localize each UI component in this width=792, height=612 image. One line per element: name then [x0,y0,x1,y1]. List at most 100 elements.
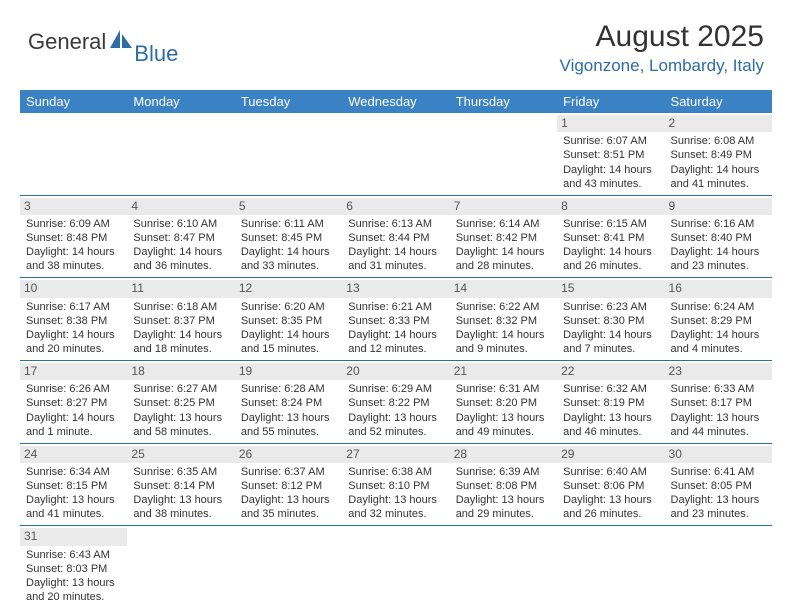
day-number: 16 [665,280,772,297]
day-header: Monday [127,90,234,113]
day-number: 4 [127,198,234,215]
sunset-text: Sunset: 8:15 PM [26,479,121,493]
calendar-cell: 26Sunrise: 6:37 AMSunset: 8:12 PMDayligh… [235,443,342,526]
sunset-text: Sunset: 8:51 PM [563,148,658,162]
calendar-cell: 3Sunrise: 6:09 AMSunset: 8:48 PMDaylight… [20,195,127,278]
sunset-text: Sunset: 8:45 PM [241,231,336,245]
sunset-text: Sunset: 8:38 PM [26,314,121,328]
day-number: 26 [235,446,342,463]
daylight-text: Daylight: 13 hours and 20 minutes. [26,576,121,604]
day-number: 6 [342,198,449,215]
sunrise-text: Sunrise: 6:18 AM [133,300,228,314]
daylight-text: Daylight: 13 hours and 35 minutes. [241,493,336,521]
calendar-cell: 4Sunrise: 6:10 AMSunset: 8:47 PMDaylight… [127,195,234,278]
calendar-cell: 23Sunrise: 6:33 AMSunset: 8:17 PMDayligh… [665,361,772,444]
sunset-text: Sunset: 8:14 PM [133,479,228,493]
calendar-cell [342,526,449,608]
daylight-text: Daylight: 13 hours and 52 minutes. [348,411,443,439]
page-title: August 2025 [560,20,764,54]
sunrise-text: Sunrise: 6:16 AM [671,217,766,231]
day-number: 17 [20,363,127,380]
sunset-text: Sunset: 8:12 PM [241,479,336,493]
day-number: 11 [127,280,234,297]
title-block: August 2025 Vigonzone, Lombardy, Italy [560,20,764,76]
sunrise-text: Sunrise: 6:23 AM [563,300,658,314]
sunset-text: Sunset: 8:44 PM [348,231,443,245]
day-number: 3 [20,198,127,215]
day-number: 20 [342,363,449,380]
sunset-text: Sunset: 8:03 PM [26,562,121,576]
daylight-text: Daylight: 14 hours and 36 minutes. [133,245,228,273]
day-number: 5 [235,198,342,215]
sunrise-text: Sunrise: 6:14 AM [456,217,551,231]
calendar-cell: 17 Sunrise: 6:26 AMSunset: 8:27 PMDayligh… [20,361,127,444]
day-number: 19 [235,363,342,380]
day-number: 23 [665,363,772,380]
sunset-text: Sunset: 8:47 PM [133,231,228,245]
day-number: 25 [127,446,234,463]
day-header: Wednesday [342,90,449,113]
day-number: 7 [450,198,557,215]
calendar-cell: 28Sunrise: 6:39 AMSunset: 8:08 PMDayligh… [450,443,557,526]
header: General Blue August 2025 Vigonzone, Lomb… [0,0,792,84]
sunrise-text: Sunrise: 6:26 AM [26,382,121,396]
sunset-text: Sunset: 8:35 PM [241,314,336,328]
calendar-cell: 6Sunrise: 6:13 AMSunset: 8:44 PMDaylight… [342,195,449,278]
day-header: Thursday [450,90,557,113]
sunrise-text: Sunrise: 6:13 AM [348,217,443,231]
sunrise-text: Sunrise: 6:07 AM [563,134,658,148]
sunrise-text: Sunrise: 6:15 AM [563,217,658,231]
sunset-text: Sunset: 8:17 PM [671,396,766,410]
sunrise-text: Sunrise: 6:28 AM [241,382,336,396]
calendar-row: 1Sunrise: 6:07 AMSunset: 8:51 PMDaylight… [20,113,772,195]
calendar-row: 10Sunrise: 6:17 AMSunset: 8:38 PMDayligh… [20,278,772,361]
sunset-text: Sunset: 8:49 PM [671,148,766,162]
sunrise-text: Sunrise: 6:11 AM [241,217,336,231]
calendar-cell: 27Sunrise: 6:38 AMSunset: 8:10 PMDayligh… [342,443,449,526]
sunset-text: Sunset: 8:41 PM [563,231,658,245]
calendar-cell: 13Sunrise: 6:21 AMSunset: 8:33 PMDayligh… [342,278,449,361]
calendar-cell [450,526,557,608]
calendar-row: 31Sunrise: 6:43 AMSunset: 8:03 PMDayligh… [20,526,772,608]
sunset-text: Sunset: 8:06 PM [563,479,658,493]
sunrise-text: Sunrise: 6:24 AM [671,300,766,314]
day-number: 2 [665,115,772,132]
calendar-cell: 20Sunrise: 6:29 AMSunset: 8:22 PMDayligh… [342,361,449,444]
sunset-text: Sunset: 8:42 PM [456,231,551,245]
sunset-text: Sunset: 8:48 PM [26,231,121,245]
sunrise-text: Sunrise: 6:31 AM [456,382,551,396]
calendar-cell: 30Sunrise: 6:41 AMSunset: 8:05 PMDayligh… [665,443,772,526]
sunset-text: Sunset: 8:25 PM [133,396,228,410]
sunrise-text: Sunrise: 6:21 AM [348,300,443,314]
day-number: 18 [127,363,234,380]
calendar-row: 24Sunrise: 6:34 AMSunset: 8:15 PMDayligh… [20,443,772,526]
daylight-text: Daylight: 13 hours and 46 minutes. [563,411,658,439]
daylight-text: Daylight: 14 hours and 26 minutes. [563,245,658,273]
sunrise-text: Sunrise: 6:39 AM [456,465,551,479]
day-number: 15 [557,280,664,297]
daylight-text: Daylight: 14 hours and 33 minutes. [241,245,336,273]
sunset-text: Sunset: 8:30 PM [563,314,658,328]
day-number: 12 [235,280,342,297]
sunset-text: Sunset: 8:10 PM [348,479,443,493]
calendar-cell: 29Sunrise: 6:40 AMSunset: 8:06 PMDayligh… [557,443,664,526]
calendar-row: 3Sunrise: 6:09 AMSunset: 8:48 PMDaylight… [20,195,772,278]
sunrise-text: Sunrise: 6:33 AM [671,382,766,396]
calendar-cell: 5 Sunrise: 6:11 AMSunset: 8:45 PMDaylight… [235,195,342,278]
day-number: 31 [20,528,127,545]
location-subtitle: Vigonzone, Lombardy, Italy [560,56,764,76]
calendar-cell: 18Sunrise: 6:27 AMSunset: 8:25 PMDayligh… [127,361,234,444]
sunset-text: Sunset: 8:08 PM [456,479,551,493]
sunset-text: Sunset: 8:33 PM [348,314,443,328]
daylight-text: Daylight: 14 hours and 38 minutes. [26,245,121,273]
daylight-text: Daylight: 14 hours and 15 minutes. [241,328,336,356]
daylight-text: Daylight: 14 hours and 1 minute. [26,411,121,439]
calendar-body: 1Sunrise: 6:07 AMSunset: 8:51 PMDaylight… [20,113,772,608]
sunset-text: Sunset: 8:27 PM [26,396,121,410]
daylight-text: Daylight: 14 hours and 7 minutes. [563,328,658,356]
calendar-cell: 19Sunrise: 6:28 AMSunset: 8:24 PMDayligh… [235,361,342,444]
calendar-cell [235,526,342,608]
calendar-cell: 21Sunrise: 6:31 AMSunset: 8:20 PMDayligh… [450,361,557,444]
sunset-text: Sunset: 8:40 PM [671,231,766,245]
sunrise-text: Sunrise: 6:38 AM [348,465,443,479]
